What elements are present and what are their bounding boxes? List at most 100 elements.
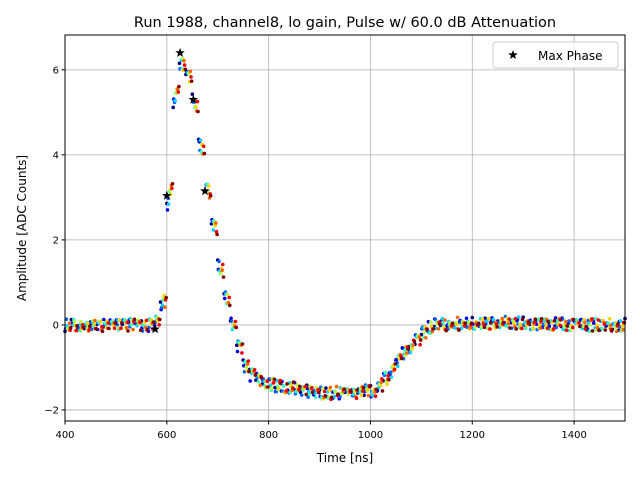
data-point xyxy=(100,324,104,329)
data-point xyxy=(504,324,509,329)
data-point xyxy=(553,316,558,320)
data-point xyxy=(160,303,165,307)
data-point xyxy=(380,389,385,393)
data-point xyxy=(443,318,447,322)
data-point xyxy=(399,356,404,361)
data-point xyxy=(354,396,359,401)
legend-label: Max Phase xyxy=(538,49,602,63)
data-point xyxy=(158,300,163,304)
data-point xyxy=(342,387,347,392)
data-point xyxy=(138,328,143,333)
data-point xyxy=(219,271,223,275)
data-point xyxy=(94,327,98,331)
data-point xyxy=(248,379,252,383)
data-point xyxy=(590,329,595,333)
data-point xyxy=(135,323,139,328)
data-point xyxy=(81,325,86,330)
data-point xyxy=(299,393,304,397)
data-point xyxy=(316,387,321,392)
data-point xyxy=(578,324,582,329)
data-point xyxy=(518,323,523,327)
data-point xyxy=(441,320,445,325)
data-point xyxy=(254,378,258,383)
data-point xyxy=(516,315,521,319)
max-phase-star xyxy=(175,47,185,57)
data-point xyxy=(424,336,428,340)
data-point xyxy=(583,320,587,325)
data-point xyxy=(233,319,238,324)
data-point xyxy=(361,389,365,393)
data-point xyxy=(285,382,289,386)
data-point xyxy=(252,368,257,372)
data-point xyxy=(67,321,72,326)
data-point xyxy=(328,385,333,390)
data-point xyxy=(151,320,156,324)
data-point xyxy=(618,319,623,323)
data-point xyxy=(270,386,274,390)
data-point xyxy=(123,317,127,322)
y-tick-label: 6 xyxy=(53,65,59,76)
data-point xyxy=(176,90,181,94)
data-point xyxy=(119,326,123,331)
max-phase-star xyxy=(188,94,198,104)
data-point xyxy=(201,144,206,149)
data-point xyxy=(359,393,364,398)
data-point xyxy=(532,320,537,325)
chart-title: Run 1988, channel8, lo gain, Pulse w/ 60… xyxy=(134,15,556,31)
data-point xyxy=(393,362,398,366)
data-point xyxy=(614,329,619,334)
data-point xyxy=(303,384,308,389)
data-point xyxy=(282,384,286,388)
data-point xyxy=(98,319,103,324)
data-point xyxy=(189,75,193,79)
data-point xyxy=(577,321,581,325)
data-point xyxy=(307,392,312,397)
data-point xyxy=(450,321,455,326)
legend-box xyxy=(492,41,619,69)
data-point xyxy=(235,349,240,354)
data-point xyxy=(394,357,399,362)
data-point xyxy=(297,387,302,392)
data-point xyxy=(558,318,563,322)
data-point xyxy=(113,321,118,326)
scatter-points xyxy=(63,56,627,402)
data-point xyxy=(429,320,433,324)
data-point xyxy=(306,389,311,394)
data-point xyxy=(419,332,424,337)
data-point xyxy=(75,323,79,328)
y-tick-label: 4 xyxy=(53,150,59,161)
max-phase-star xyxy=(150,324,160,334)
data-point xyxy=(436,327,441,331)
data-point xyxy=(102,317,106,322)
data-point xyxy=(87,328,91,332)
data-point xyxy=(396,364,400,369)
max-phase-points xyxy=(150,47,210,334)
data-point xyxy=(485,319,489,324)
data-point xyxy=(469,321,474,326)
data-point xyxy=(265,379,270,384)
data-point xyxy=(571,325,575,330)
x-axis-label: Time [ns] xyxy=(316,451,373,465)
data-point xyxy=(453,326,457,330)
data-point xyxy=(221,275,226,279)
data-point xyxy=(373,394,378,399)
y-tick-label: −2 xyxy=(44,405,59,416)
data-point xyxy=(177,61,182,66)
data-point xyxy=(298,384,302,389)
data-point xyxy=(602,322,607,327)
data-point xyxy=(117,318,122,323)
data-point xyxy=(533,317,538,322)
data-point xyxy=(158,317,162,322)
data-point xyxy=(194,105,198,109)
data-point xyxy=(565,324,569,328)
data-point xyxy=(334,384,339,389)
data-point xyxy=(182,63,187,67)
data-point xyxy=(584,324,588,329)
data-point xyxy=(607,317,612,321)
data-point xyxy=(320,387,325,391)
data-point xyxy=(488,327,492,331)
data-point xyxy=(189,79,194,83)
data-point xyxy=(214,221,218,225)
data-point xyxy=(567,319,571,323)
data-point xyxy=(348,389,353,393)
